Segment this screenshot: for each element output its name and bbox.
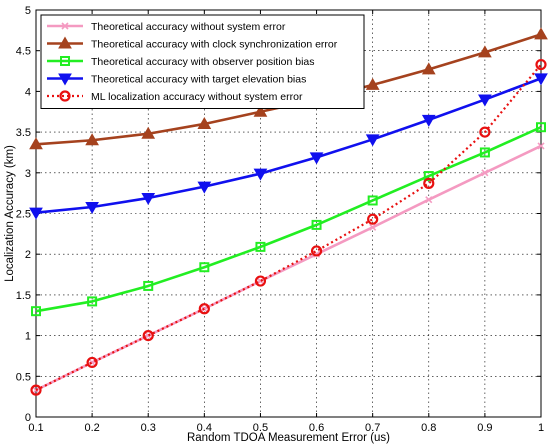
- x-tick-label: 0.1: [28, 422, 43, 434]
- data-point: [481, 169, 489, 177]
- data-point: [310, 245, 323, 257]
- data-point: [367, 213, 379, 225]
- data-point: [30, 384, 42, 396]
- legend-swatch-marker: [60, 56, 70, 66]
- legend-item: Theoretical accuracy with clock synchron…: [47, 36, 338, 51]
- series-line: [35, 126, 542, 313]
- legend-item: Theoretical accuracy with observer posit…: [47, 56, 315, 68]
- legend-box: [40, 14, 365, 109]
- series-line: [35, 63, 542, 392]
- data-point: [309, 152, 324, 165]
- data-point: [421, 114, 436, 127]
- legend-label: Theoretical accuracy without system erro…: [91, 21, 286, 33]
- legend: Theoretical accuracy without system erro…: [40, 14, 365, 109]
- legend-swatch-marker: [58, 36, 72, 49]
- y-tick-label: 4.5: [16, 46, 31, 58]
- data-point: [29, 207, 43, 220]
- data-point: [254, 275, 267, 287]
- legend-label: Theoretical accuracy with observer posit…: [91, 56, 315, 68]
- series-layer: [29, 27, 548, 396]
- y-tick-label: 4: [25, 86, 31, 98]
- y-tick-label: 2: [25, 249, 31, 261]
- y-tick-label: 1.5: [16, 290, 31, 302]
- x-tick-label: 0.6: [309, 422, 324, 434]
- series-1: [32, 142, 545, 394]
- data-point: [534, 73, 548, 86]
- data-point: [534, 27, 548, 40]
- y-tick-label: 3: [25, 168, 31, 180]
- data-point: [142, 330, 154, 342]
- x-tick-label: 0.7: [365, 422, 380, 434]
- legend-label: Theoretical accuracy with clock synchron…: [91, 39, 338, 51]
- data-point: [311, 219, 322, 230]
- data-point: [369, 223, 377, 231]
- data-point: [535, 58, 547, 71]
- legend-label: ML localization accuracy without system …: [91, 91, 303, 103]
- series-5: [30, 58, 547, 396]
- x-tick-label: 0.4: [197, 422, 212, 434]
- data-point: [141, 193, 156, 206]
- data-point: [479, 126, 491, 138]
- data-point: [536, 122, 546, 133]
- y-axis-title: Localization Accuracy (km): [4, 145, 16, 282]
- y-tick-label: 3.5: [16, 127, 31, 139]
- data-point: [425, 196, 433, 204]
- data-point: [85, 201, 99, 214]
- data-point: [253, 168, 268, 181]
- data-point: [197, 116, 212, 129]
- data-point: [253, 104, 268, 117]
- data-point: [479, 147, 490, 158]
- axis-ticks: 0.1 0.2 0.3 0.4 0.5 0.6 0.7 0.8 0.9 1 0 0.5 1 1.5 2 2.5…: [16, 5, 544, 434]
- data-point: [85, 133, 99, 146]
- x-axis-title: Random TDOA Measurement Error (us): [187, 432, 390, 444]
- data-point: [478, 94, 492, 107]
- y-tick-label: 0: [25, 412, 31, 424]
- x-tick-label: 0.8: [421, 422, 436, 434]
- data-point: [143, 280, 154, 291]
- data-point: [537, 142, 545, 150]
- data-point: [144, 332, 152, 340]
- data-point: [31, 306, 41, 317]
- y-tick-label: 2.5: [16, 209, 31, 221]
- x-tick-label: 1: [538, 422, 544, 434]
- series-3: [31, 122, 546, 317]
- y-tick-label: 1: [25, 331, 31, 343]
- x-tick-label: 0.9: [477, 422, 492, 434]
- data-point: [423, 177, 435, 189]
- data-point: [367, 195, 378, 206]
- legend-item: Theoretical accuracy without system erro…: [47, 21, 286, 33]
- legend-item: ML localization accuracy without system …: [47, 90, 303, 103]
- data-point: [421, 62, 436, 75]
- data-point: [29, 137, 43, 150]
- data-point: [365, 77, 380, 90]
- data-point: [86, 356, 98, 369]
- data-point: [199, 262, 210, 273]
- data-point: [198, 303, 210, 315]
- legend-swatch-marker: [58, 73, 72, 86]
- data-point: [255, 241, 266, 252]
- x-tick-label: 0.3: [141, 422, 156, 434]
- data-point: [197, 181, 212, 194]
- y-tick-label: 5: [25, 5, 31, 17]
- series-line: [35, 77, 542, 214]
- legend-swatch-marker: [61, 22, 69, 30]
- legend-swatch-marker: [59, 90, 71, 102]
- y-tick-label: 0.5: [16, 371, 31, 383]
- series-4: [29, 73, 548, 220]
- data-point: [365, 134, 380, 147]
- series-2: [29, 27, 548, 150]
- legend-label: Theoretical accuracy with target elevati…: [91, 74, 306, 86]
- data-point: [87, 296, 98, 307]
- data-point: [478, 45, 492, 58]
- data-point: [141, 126, 156, 139]
- legend-item: Theoretical accuracy with target elevati…: [47, 73, 306, 86]
- x-tick-label: 0.2: [84, 422, 99, 434]
- series-line: [35, 144, 542, 392]
- x-tick-label: 0.5: [253, 422, 268, 434]
- data-point: [423, 171, 434, 182]
